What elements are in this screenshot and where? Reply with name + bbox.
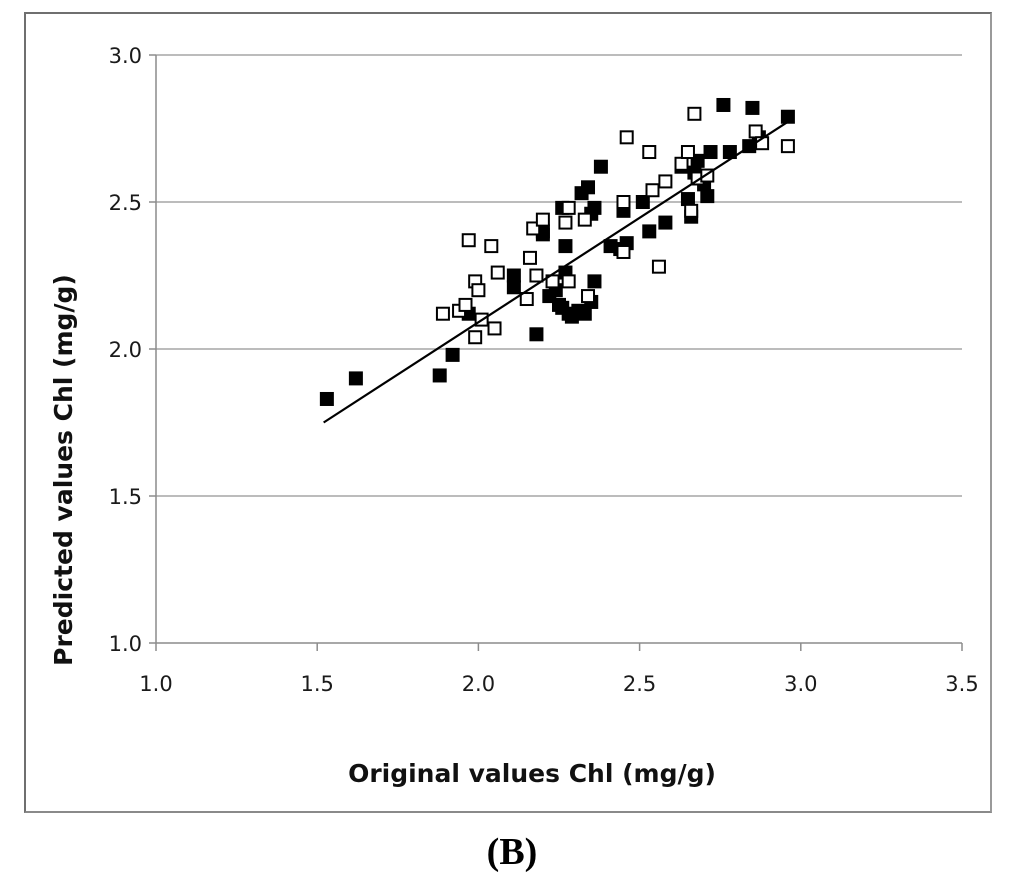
filled-square-point (745, 100, 760, 115)
filled-square-point (642, 224, 657, 239)
y-tick-label: 1.0 (109, 632, 142, 656)
filled-square-point (700, 189, 715, 204)
trendline-line (323, 118, 792, 424)
open-square-point (522, 250, 537, 265)
open-square-point (435, 306, 450, 321)
open-square-point (484, 239, 499, 254)
filled-square-point (722, 145, 737, 160)
filled-square-point (658, 215, 673, 230)
filled-square-point (581, 180, 596, 195)
filled-square-point (587, 274, 602, 289)
open-square-point (471, 283, 486, 298)
y-tick-label: 2.0 (109, 338, 142, 362)
open-square-point (687, 106, 702, 121)
x-axis-label: Original values Chl (mg/g) (348, 759, 716, 788)
panel-label: (B) (486, 831, 538, 873)
open-square-point (535, 212, 550, 227)
filled-square-point (319, 391, 334, 406)
x-tick-label: 1.5 (300, 672, 333, 696)
filled-square-point (558, 239, 573, 254)
y-axis-label: Predicted values Chl (mg/g) (49, 274, 78, 666)
open-square-point (680, 145, 695, 160)
x-tick-label: 3.0 (784, 672, 817, 696)
open-square-point (616, 195, 631, 209)
y-tick-label: 2.5 (109, 191, 142, 215)
filled-square-point (348, 371, 363, 386)
filled-square-point (703, 145, 718, 160)
x-tick-label: 3.5 (945, 672, 978, 696)
open-square-point (658, 174, 673, 189)
data-points (319, 97, 795, 406)
filled-square-point (587, 200, 602, 215)
filled-square-point (716, 97, 731, 112)
open-square-point (458, 297, 473, 312)
open-square-point (487, 321, 502, 336)
open-square-point (581, 289, 596, 304)
filled-square-point (593, 159, 608, 174)
open-square-point (651, 259, 666, 274)
axes (149, 54, 963, 651)
open-square-point (684, 203, 699, 218)
open-square-point (616, 244, 631, 259)
x-tick-label: 2.0 (462, 672, 495, 696)
open-square-point (558, 215, 573, 230)
open-square-point (461, 233, 476, 248)
filled-square-point (445, 347, 460, 362)
x-tick-label: 1.0 (139, 672, 172, 696)
tick-labels: 1.0 1.5 2.0 2.5 3.0 1.0 1.5 2.0 2.5 3.0 3.5 (109, 44, 979, 696)
open-square-point (780, 139, 795, 154)
open-square-point (561, 274, 576, 289)
open-square-point (519, 292, 534, 307)
filled-square-point (680, 192, 695, 207)
open-square-point (577, 212, 592, 227)
y-tick-label: 1.5 (109, 485, 142, 509)
filled-square-point (529, 327, 544, 342)
chart-frame (24, 12, 992, 813)
filled-square-point (506, 268, 521, 283)
filled-square-point (506, 280, 521, 295)
open-square-point (561, 200, 576, 215)
open-square-point (642, 145, 657, 160)
open-square-point (529, 268, 544, 283)
filled-square-point (432, 368, 447, 383)
x-tick-label: 2.5 (623, 672, 656, 696)
filled-square-point (577, 306, 592, 321)
open-square-point (748, 124, 763, 139)
open-square-point (468, 330, 483, 345)
trendline (323, 118, 792, 424)
filled-square-point (635, 195, 650, 209)
open-square-point (674, 156, 689, 171)
y-tick-label: 3.0 (109, 44, 142, 68)
open-square-point (619, 130, 634, 145)
open-square-point (490, 265, 505, 280)
open-square-point (645, 183, 660, 198)
